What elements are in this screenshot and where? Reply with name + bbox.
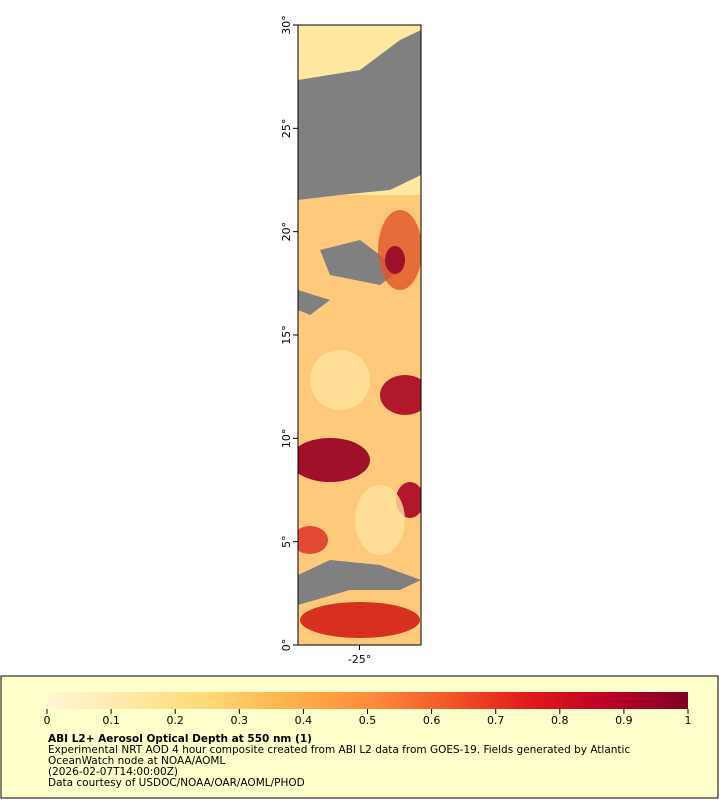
colorbar-tick-label: 0.7 bbox=[487, 714, 505, 727]
lat-tick-label: 20° bbox=[280, 222, 293, 242]
colorbar-tick-label: 0.5 bbox=[359, 714, 377, 727]
colorbar-tick-label: 1 bbox=[685, 714, 692, 727]
lat-tick-label: 25° bbox=[280, 119, 293, 139]
lon-tick-label: -25° bbox=[348, 653, 371, 666]
colorbar-tick-label: 0.3 bbox=[231, 714, 249, 727]
map-image bbox=[298, 25, 421, 645]
colorbar-tick-label: 0.1 bbox=[102, 714, 120, 727]
colorbar bbox=[47, 692, 688, 709]
colorbar-tick-label: 0.9 bbox=[615, 714, 633, 727]
lat-tick-label: 30° bbox=[280, 15, 293, 35]
lat-tick-label: 10° bbox=[280, 429, 293, 449]
lat-tick-label: 0° bbox=[280, 639, 293, 652]
colorbar-tick-label: 0.2 bbox=[166, 714, 184, 727]
legend-line: Data courtesy of USDOC/NOAA/OAR/AOML/PHO… bbox=[48, 777, 305, 789]
lat-tick-label: 5° bbox=[280, 535, 293, 548]
legend-line: OceanWatch node at NOAA/AOML bbox=[48, 755, 225, 767]
colorbar-tick-label: 0 bbox=[44, 714, 51, 727]
legend-line: (2026-02-07T14:00:00Z) bbox=[48, 766, 178, 778]
lat-tick-label: 15° bbox=[280, 325, 293, 345]
legend-title: ABI L2+ Aerosol Optical Depth at 550 nm … bbox=[48, 733, 312, 745]
legend-line: Experimental NRT AOD 4 hour composite cr… bbox=[48, 744, 630, 756]
colorbar-tick-label: 0.6 bbox=[423, 714, 441, 727]
colorbar-tick-label: 0.4 bbox=[295, 714, 313, 727]
colorbar-tick-label: 0.8 bbox=[551, 714, 569, 727]
